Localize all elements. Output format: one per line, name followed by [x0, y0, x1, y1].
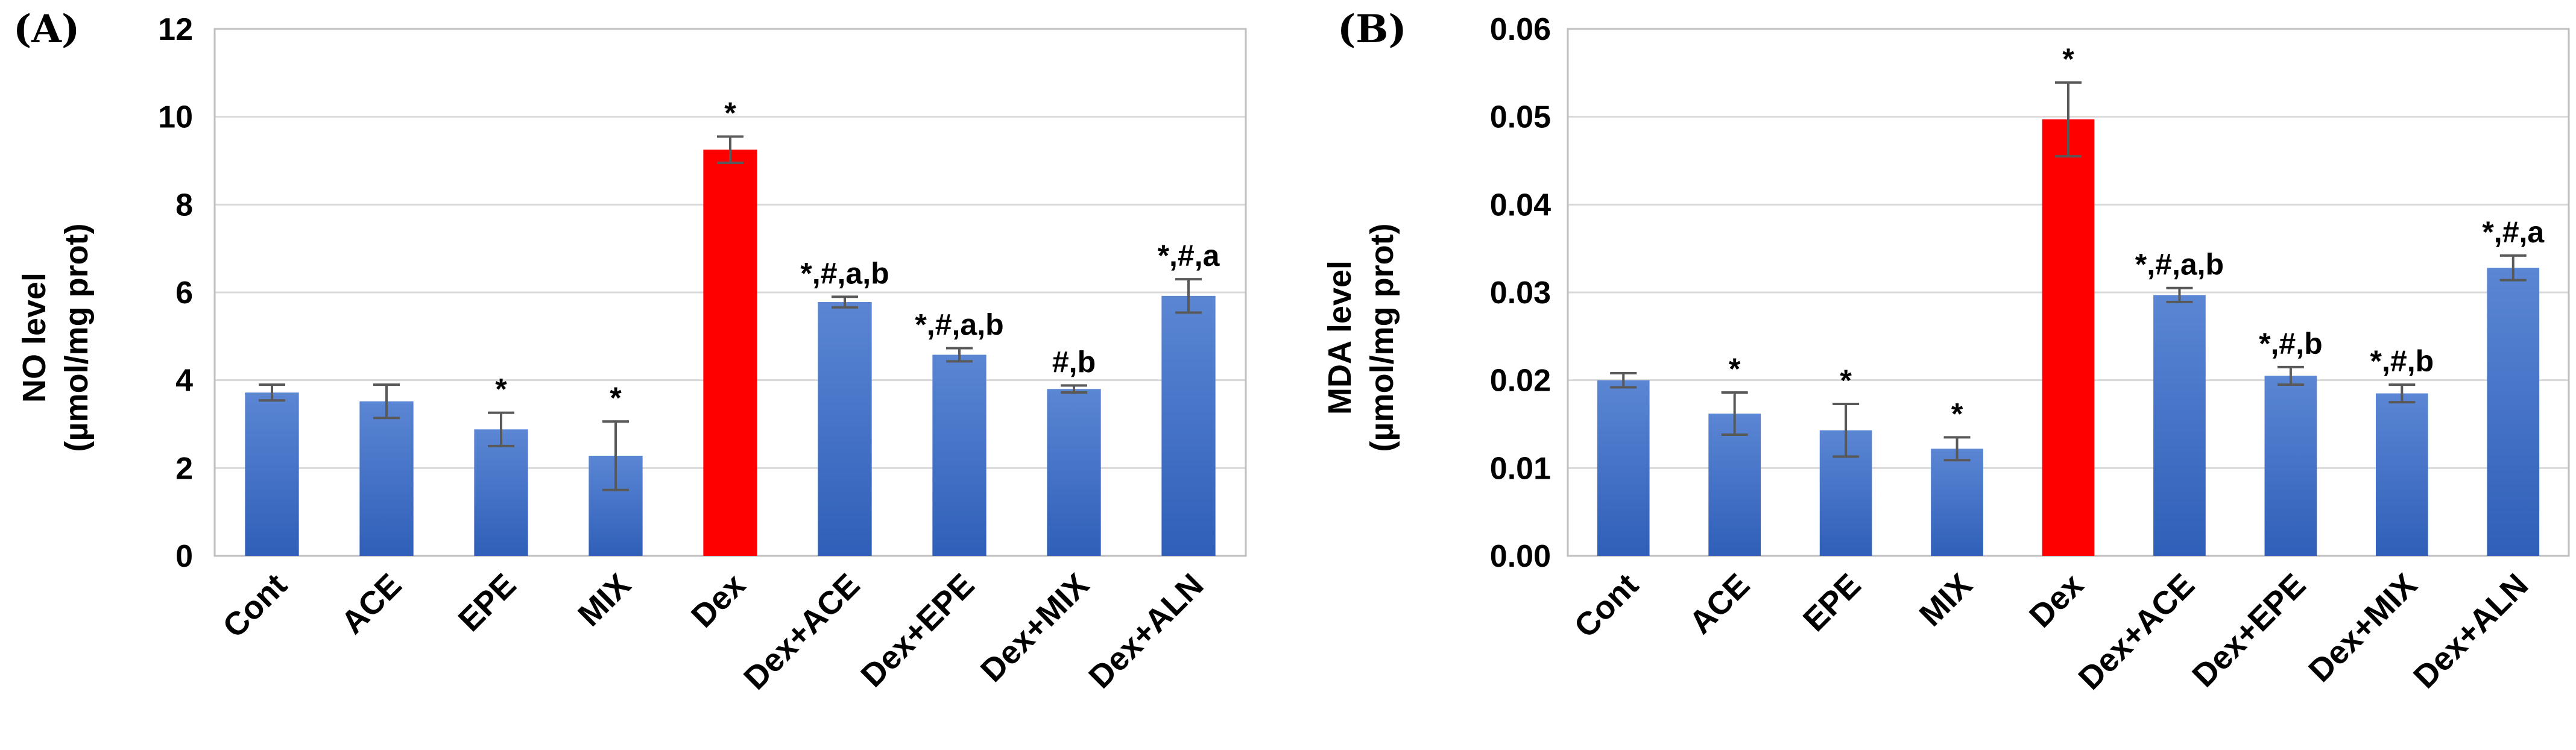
panel-b-y-tick-label: 0.01 — [1490, 451, 1551, 486]
panel-a-bar-dex-epe — [932, 355, 987, 556]
panel-b-significance-label: *,#,b — [2259, 327, 2323, 361]
panel-b-y-tick-label: 0.04 — [1490, 188, 1551, 222]
panel-a-category-label: Dex — [684, 567, 752, 634]
panel-a-y-tick-label: 4 — [175, 364, 193, 399]
panel-b-bar-dex-aln — [2487, 268, 2540, 556]
panel-a-bar-dex-mix — [1047, 389, 1101, 556]
panel-a-y-tick-label: 10 — [158, 100, 193, 135]
panel-a-significance-label: * — [610, 381, 622, 415]
panel-a-bar-epe — [474, 429, 528, 556]
panel-b-bar-cont — [1597, 380, 1650, 556]
panel-b-plot: 0.00 0.01 0.02 0.03 0.04 0.05 0.06 Cont * ACE * EPE… — [1490, 12, 2570, 696]
panel-b-category-label: ACE — [1682, 567, 1757, 641]
panel-b-y-tick-label: 0.06 — [1490, 12, 1551, 47]
panel-b-significance-label: *,#,b — [2370, 344, 2434, 378]
panel-b-category-label: Dex+MIX — [2302, 567, 2424, 689]
panel-b-bar-mix — [1931, 449, 1983, 556]
panel-a-y-axis-title: NO level (µmol/mg prot) — [16, 223, 95, 452]
panel-a-y-tick-label: 6 — [175, 276, 193, 310]
panel-a-category-label: Dex+ALN — [1082, 567, 1210, 695]
panel-a-category-label: MIX — [571, 567, 637, 633]
panel-b-category-label: Dex+EPE — [2185, 567, 2312, 694]
panel-a-bar-cont — [245, 392, 299, 556]
panel-b-significance-label: *,#,a,b — [2135, 248, 2224, 282]
panel-b-significance-label: * — [1951, 397, 1963, 430]
panel-a-bar-dex-aln — [1161, 295, 1216, 556]
panel-a: (A) NO level (µmol/mg prot) 0 2 4 6 8 10 12 Con… — [13, 7, 1247, 696]
panel-b-y-tick-label: 0.03 — [1490, 276, 1551, 310]
panel-a-category-label: EPE — [452, 567, 523, 638]
panel-b-bar-ace — [1708, 414, 1761, 556]
panel-a-plot: 0 2 4 6 8 10 12 Cont ACE * EPE * MIX * Dex *,#,a,b Dex+A… — [158, 12, 1247, 696]
panel-a-significance-label: *,#,a,b — [915, 307, 1003, 341]
panel-a-y-tick-label: 2 — [175, 451, 193, 486]
panel-b-y-tick-label: 0.02 — [1490, 364, 1551, 399]
panel-a-significance-label: *,#,a,b — [800, 256, 889, 290]
panel-b-category-label: Dex+ALN — [2407, 567, 2535, 695]
panel-a-ylabel-line2: (µmol/mg prot) — [58, 223, 95, 452]
panel-b-label: (B) — [1337, 7, 1407, 52]
panel-b-significance-label: * — [2062, 42, 2074, 76]
panel-b-bar-dex-ace — [2153, 295, 2206, 556]
panel-a-bar-ace — [359, 401, 414, 556]
panel-b-significance-label: * — [1840, 364, 1852, 397]
panel-a-category-label: Dex+ACE — [737, 567, 867, 696]
panel-b-bar-dex-epe — [2264, 376, 2317, 556]
panel-b-category-label: Dex+ACE — [2072, 567, 2202, 696]
panel-b-bar-dex-mix — [2375, 393, 2428, 556]
panel-b-category-label: MIX — [1913, 567, 1979, 633]
panel-a-significance-label: * — [724, 96, 736, 130]
panel-a-category-label: Dex+MIX — [974, 567, 1096, 689]
panel-a-significance-label: *,#,a — [1158, 239, 1220, 273]
panel-a-ylabel-line1: NO level — [16, 273, 52, 403]
panel-a-category-label: Dex+EPE — [854, 567, 981, 694]
panel-a-y-tick-label: 12 — [158, 12, 193, 47]
panel-a-category-label: Cont — [216, 567, 294, 644]
panel-b-y-axis-title: MDA level (µmol/mg prot) — [1322, 223, 1400, 452]
panel-b-y-tick-label: 0.05 — [1490, 100, 1551, 135]
panel-a-bar-dex — [703, 150, 757, 556]
panel-b-ylabel-line1: MDA level — [1322, 260, 1358, 415]
panel-b-bar-dex — [2042, 119, 2095, 556]
panel-a-significance-label: * — [495, 373, 507, 406]
panel-b-significance-label: *,#,a — [2482, 215, 2545, 249]
panel-b-significance-label: * — [1729, 352, 1741, 386]
panel-a-y-tick-label: 8 — [175, 188, 193, 222]
panel-b: (B) MDA level (µmol/mg prot) 0.000.010.0… — [1322, 7, 2570, 696]
panel-b-category-label: Dex — [2022, 567, 2090, 634]
panel-b-ylabel-line2: (µmol/mg prot) — [1364, 223, 1400, 452]
panel-b-category-label: Cont — [1567, 567, 1645, 644]
panel-a-bar-dex-ace — [818, 302, 872, 556]
panel-a-label: (A) — [13, 7, 80, 52]
panel-a-significance-label: #,b — [1052, 345, 1096, 379]
panel-a-y-tick-label: 0 — [175, 539, 193, 574]
panel-a-category-label: ACE — [334, 567, 408, 641]
panel-b-category-label: EPE — [1796, 567, 1868, 638]
panel-b-y-tick-label: 0.00 — [1490, 539, 1551, 574]
